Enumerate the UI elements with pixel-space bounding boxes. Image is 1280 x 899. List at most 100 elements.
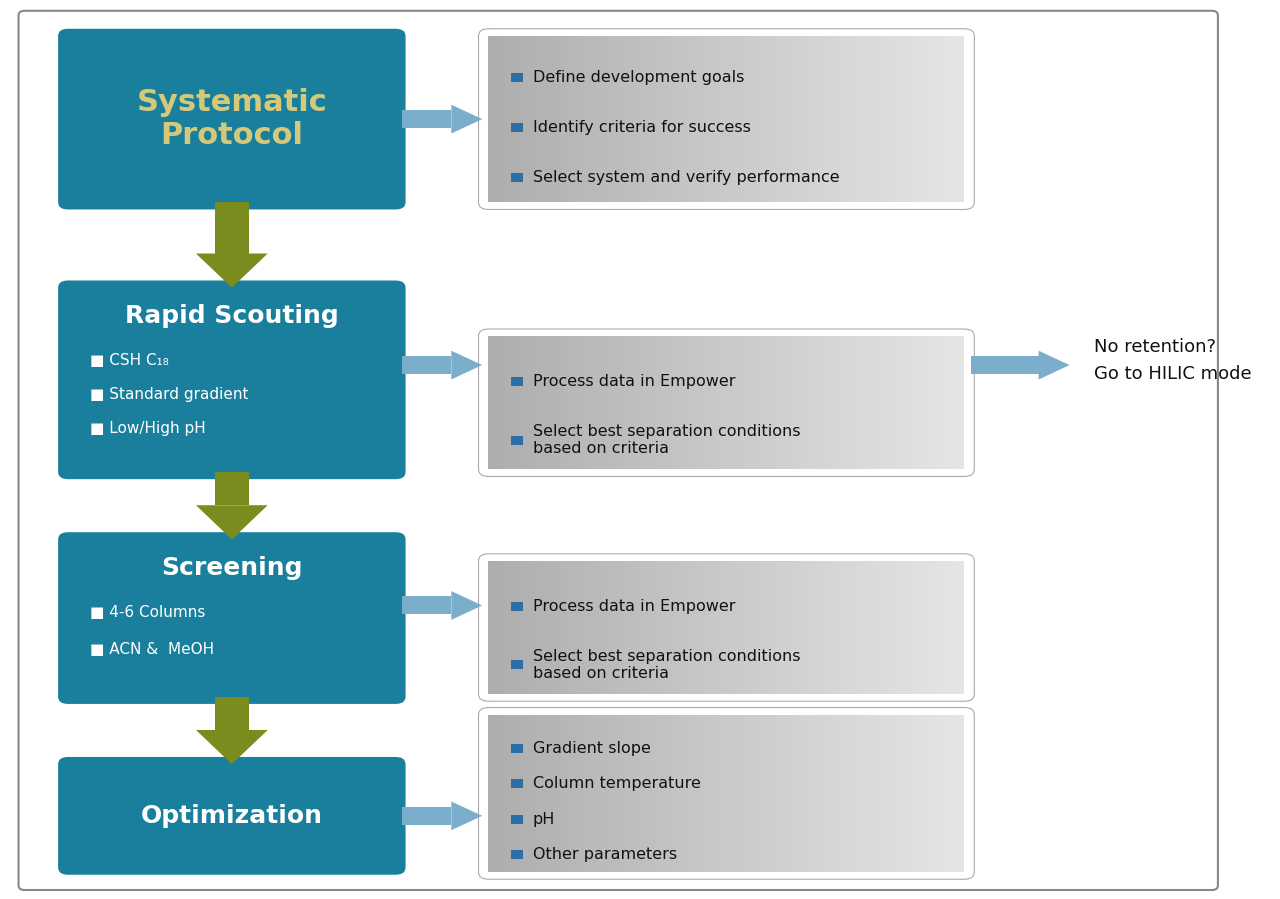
Bar bbox=[566, 36, 572, 202]
Bar bbox=[541, 336, 548, 469]
Bar bbox=[952, 336, 959, 469]
Bar bbox=[500, 561, 507, 694]
Bar bbox=[840, 36, 845, 202]
Bar bbox=[768, 336, 774, 469]
Bar bbox=[815, 336, 822, 469]
Bar bbox=[655, 561, 660, 694]
Bar bbox=[667, 336, 673, 469]
Bar bbox=[613, 561, 620, 694]
Bar bbox=[577, 336, 584, 469]
Bar bbox=[518, 715, 524, 872]
Bar bbox=[941, 561, 947, 694]
Bar bbox=[608, 36, 613, 202]
Bar bbox=[673, 36, 678, 202]
Bar bbox=[536, 715, 541, 872]
Bar bbox=[851, 336, 858, 469]
Bar bbox=[756, 561, 762, 694]
Text: Column temperature: Column temperature bbox=[532, 777, 700, 791]
Bar bbox=[750, 715, 756, 872]
Bar bbox=[934, 336, 941, 469]
Bar bbox=[524, 561, 530, 694]
Bar bbox=[660, 336, 667, 469]
Bar bbox=[947, 336, 952, 469]
Bar bbox=[744, 336, 750, 469]
Bar bbox=[750, 561, 756, 694]
Bar bbox=[828, 36, 833, 202]
Bar bbox=[858, 336, 863, 469]
Bar bbox=[739, 36, 744, 202]
Text: Optimization: Optimization bbox=[141, 804, 323, 828]
Bar bbox=[524, 336, 530, 469]
Bar bbox=[822, 336, 828, 469]
Bar bbox=[815, 561, 822, 694]
Bar bbox=[893, 336, 899, 469]
Bar bbox=[750, 336, 756, 469]
Bar bbox=[590, 336, 595, 469]
Text: Systematic
Protocol: Systematic Protocol bbox=[137, 88, 328, 150]
Bar bbox=[869, 715, 876, 872]
Bar bbox=[721, 336, 727, 469]
Bar bbox=[572, 715, 577, 872]
Bar bbox=[667, 715, 673, 872]
Bar bbox=[858, 36, 863, 202]
Bar bbox=[822, 715, 828, 872]
Bar bbox=[727, 336, 732, 469]
Bar bbox=[916, 715, 923, 872]
Bar bbox=[685, 36, 691, 202]
Bar bbox=[756, 36, 762, 202]
Text: Select best separation conditions
based on criteria: Select best separation conditions based … bbox=[532, 648, 800, 681]
Bar bbox=[732, 561, 739, 694]
Bar bbox=[727, 36, 732, 202]
Bar bbox=[923, 561, 929, 694]
Bar bbox=[559, 36, 566, 202]
Bar bbox=[881, 715, 887, 872]
Text: Other parameters: Other parameters bbox=[532, 847, 677, 862]
Bar bbox=[696, 336, 703, 469]
Bar bbox=[822, 561, 828, 694]
Bar bbox=[530, 336, 536, 469]
Bar bbox=[929, 561, 934, 694]
Bar bbox=[548, 715, 554, 872]
Bar bbox=[584, 36, 590, 202]
Bar bbox=[696, 561, 703, 694]
Bar bbox=[215, 202, 250, 254]
Bar bbox=[881, 336, 887, 469]
Text: Process data in Empower: Process data in Empower bbox=[532, 599, 736, 614]
Bar bbox=[727, 561, 732, 694]
Bar bbox=[678, 336, 685, 469]
Bar bbox=[691, 561, 696, 694]
Bar bbox=[548, 336, 554, 469]
Bar bbox=[739, 336, 744, 469]
Bar bbox=[929, 715, 934, 872]
Bar bbox=[923, 715, 929, 872]
Bar bbox=[911, 561, 916, 694]
Bar bbox=[631, 36, 637, 202]
Text: Rapid Scouting: Rapid Scouting bbox=[125, 304, 339, 328]
Text: ■ 4-6 Columns: ■ 4-6 Columns bbox=[91, 605, 206, 620]
Bar bbox=[643, 36, 649, 202]
Bar bbox=[744, 561, 750, 694]
Bar bbox=[577, 561, 584, 694]
Bar bbox=[703, 336, 709, 469]
Bar bbox=[518, 36, 524, 202]
Bar bbox=[810, 561, 815, 694]
Bar bbox=[851, 36, 858, 202]
Bar bbox=[899, 36, 905, 202]
Bar bbox=[833, 336, 840, 469]
Bar bbox=[762, 561, 768, 694]
Bar bbox=[637, 561, 643, 694]
Bar bbox=[970, 356, 1038, 374]
Text: Select best separation conditions
based on criteria: Select best separation conditions based … bbox=[532, 423, 800, 457]
Bar bbox=[511, 123, 524, 132]
Bar bbox=[887, 561, 893, 694]
Bar bbox=[810, 336, 815, 469]
Bar bbox=[631, 561, 637, 694]
Bar bbox=[768, 561, 774, 694]
Bar bbox=[709, 36, 714, 202]
Bar bbox=[511, 602, 524, 611]
Bar bbox=[756, 715, 762, 872]
Bar bbox=[511, 436, 524, 445]
Bar bbox=[947, 715, 952, 872]
Bar bbox=[512, 561, 518, 694]
Bar bbox=[566, 336, 572, 469]
